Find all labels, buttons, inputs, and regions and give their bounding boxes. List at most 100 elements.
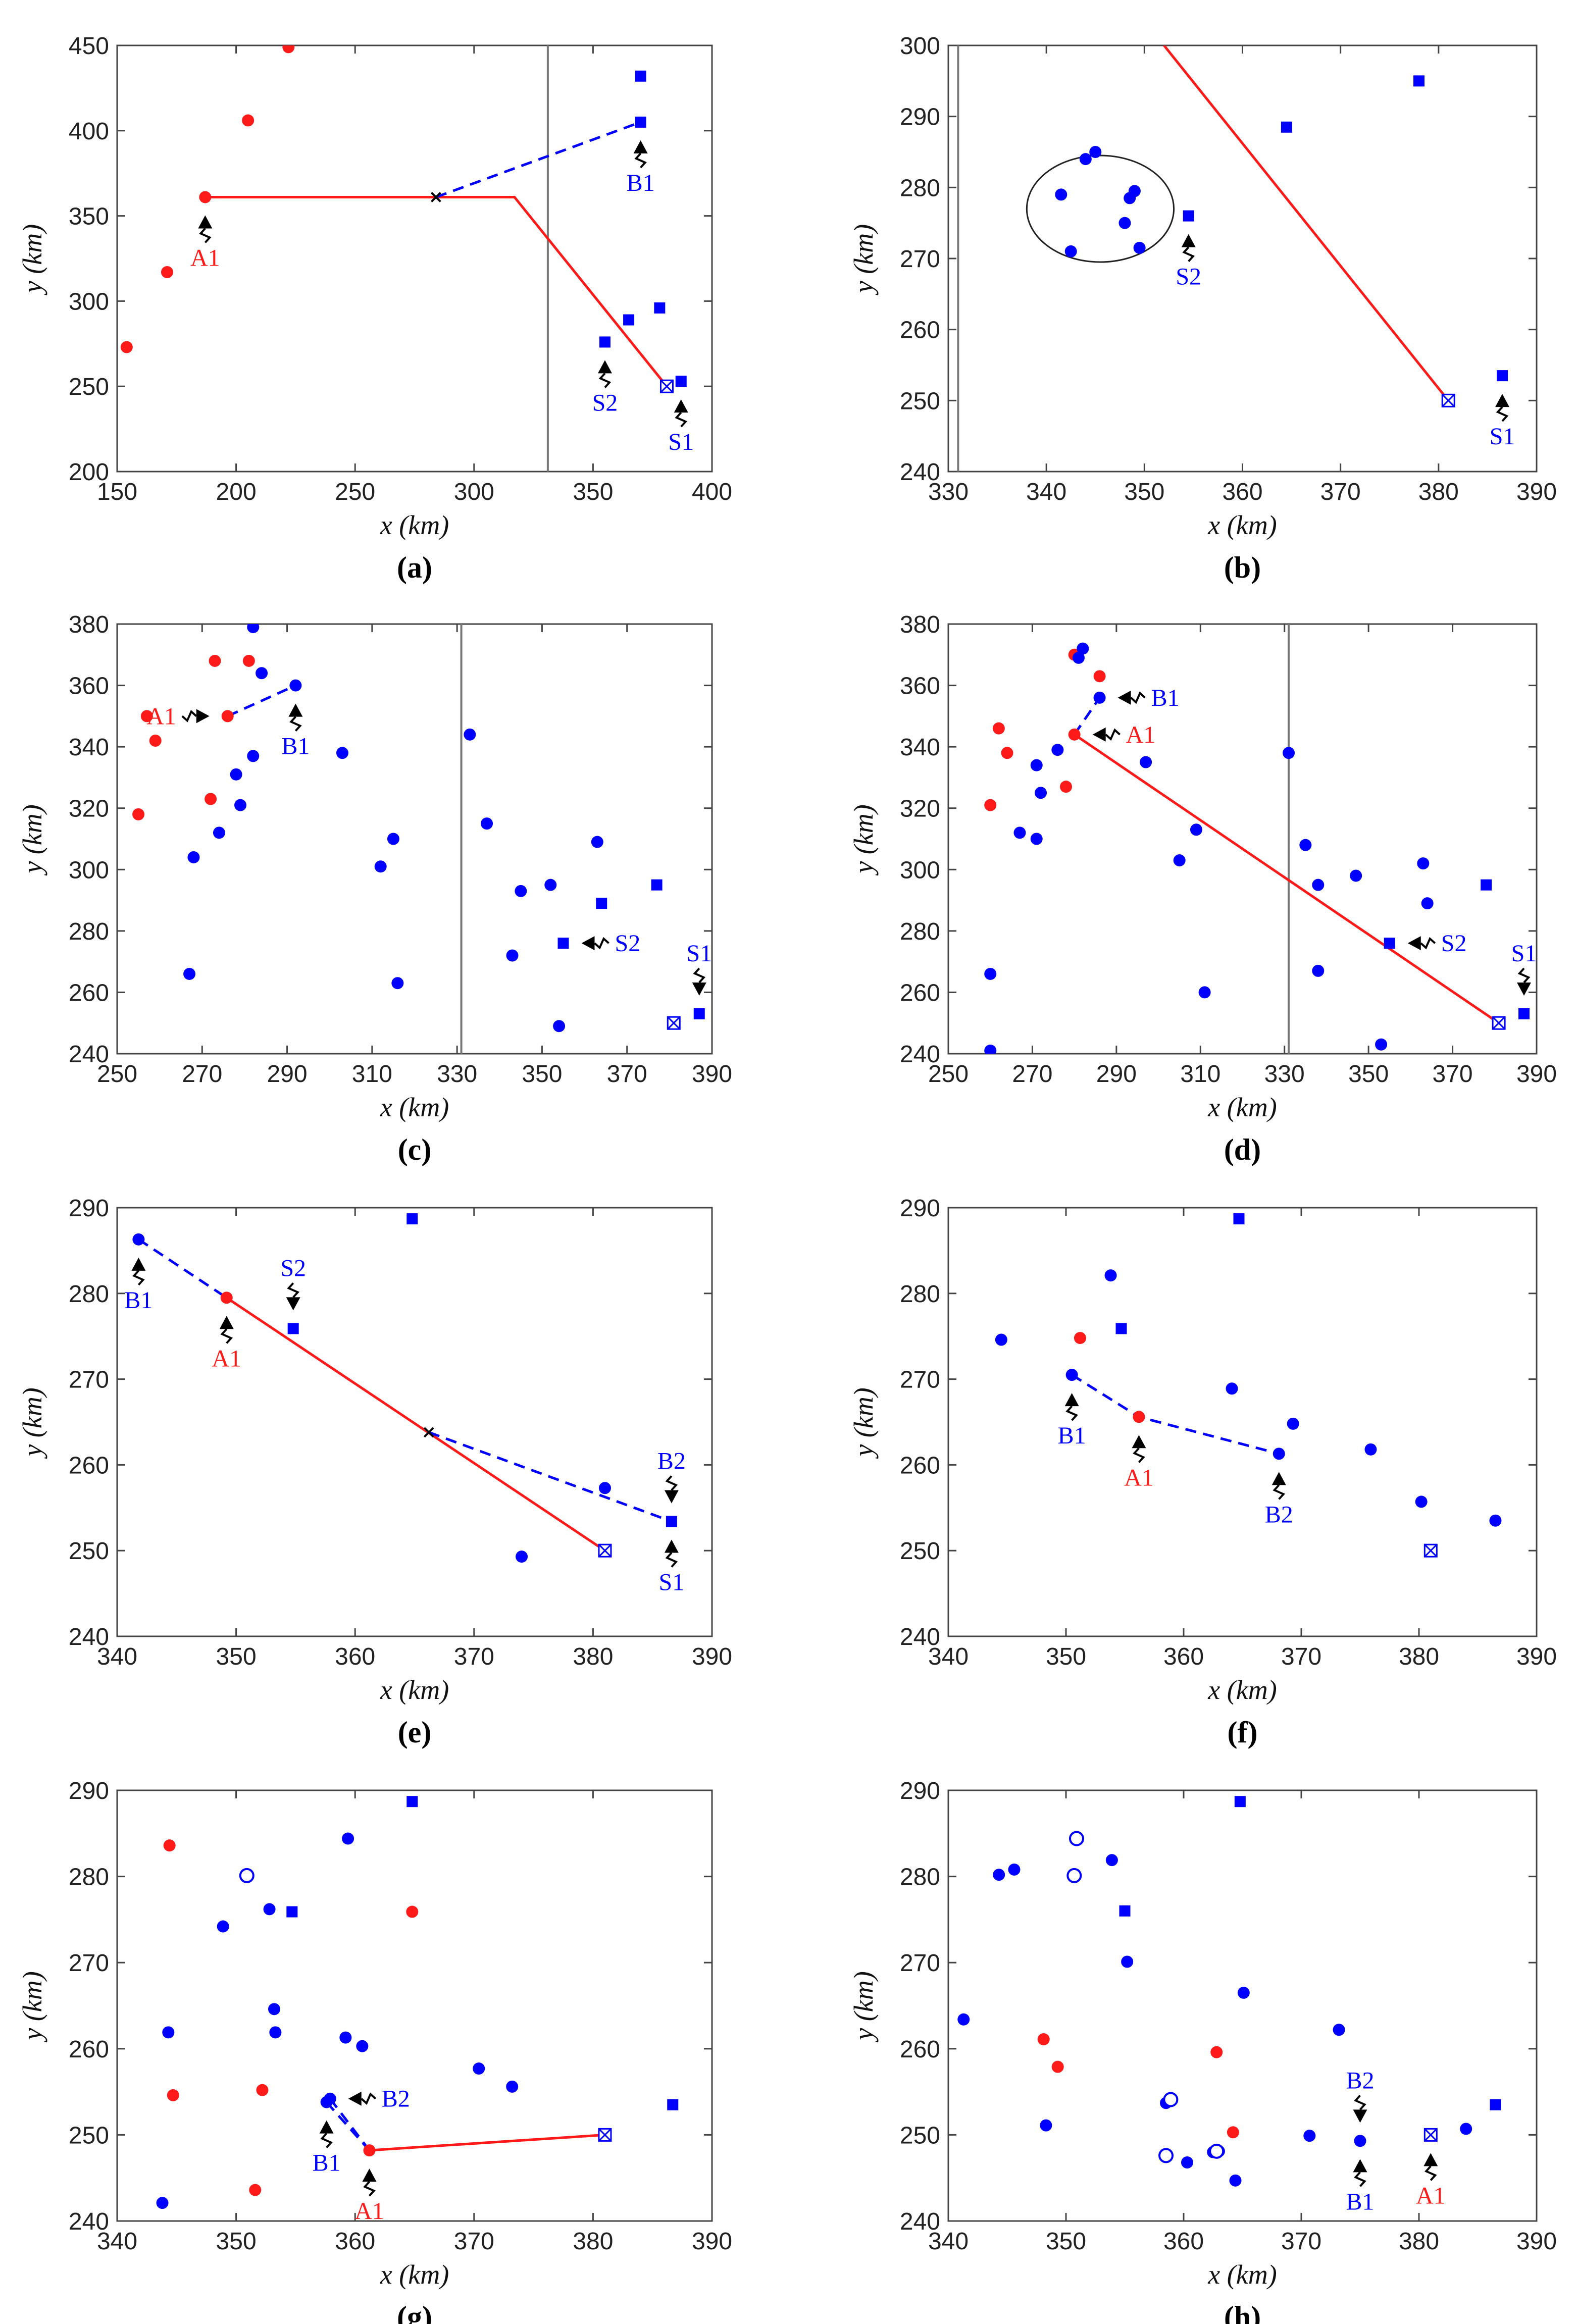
- y-tick-label: 340: [69, 734, 109, 761]
- x-tick-label: 330: [437, 1061, 477, 1088]
- blue-dashed-path: [1073, 697, 1101, 736]
- blue-point: [1421, 897, 1434, 910]
- x-axis-label: x (km): [1207, 1675, 1277, 1705]
- blue-point: [1013, 827, 1026, 839]
- blue-point: [1237, 1986, 1250, 1999]
- annotation-s1: S1: [659, 1539, 684, 1595]
- blue-point: [1312, 879, 1325, 891]
- blue-point: [374, 860, 387, 873]
- chart-panel-3: 250 270 290 310 330 350 370 390 240 260 280 300 320 3…: [17, 611, 732, 1166]
- annotation-a1-zigzag: [1105, 728, 1121, 741]
- target-marker: [1423, 1543, 1438, 1558]
- plot-area: [984, 624, 1530, 1054]
- plot-area: [132, 1213, 677, 1563]
- chart-panel-2: 330 340 350 360 370 380 390 240 250 260 270 280 290 3…: [848, 33, 1557, 584]
- blue-point: [1299, 839, 1312, 851]
- blue-point: [213, 827, 225, 839]
- blue-point: [515, 885, 527, 897]
- blue-square: [675, 376, 687, 387]
- annotation-b1-zigzag: [1065, 1405, 1078, 1421]
- annotation-b1-zigzag: [1130, 691, 1146, 704]
- annotation-a1-arrowhead: [1092, 727, 1106, 742]
- blue-point: [1055, 188, 1067, 201]
- blue-point: [1460, 2123, 1472, 2135]
- target-marker: [598, 1543, 612, 1558]
- annotation-label: A1: [1124, 1464, 1154, 1491]
- annotation-b2-arrowhead: [1353, 2109, 1367, 2123]
- blue-point: [1064, 245, 1077, 257]
- y-tick-label: 250: [69, 1538, 109, 1565]
- blue-square: [693, 1008, 705, 1019]
- annotation-b1: B1: [281, 703, 310, 760]
- y-tick-label: 300: [900, 33, 940, 60]
- blue-point: [1093, 691, 1106, 704]
- x-tick-label: 250: [335, 479, 375, 505]
- x-tick-label: 370: [454, 1643, 494, 1670]
- annotation-label: S2: [592, 389, 618, 416]
- blue-point: [256, 667, 268, 680]
- annotation-label: B2: [382, 2086, 410, 2112]
- red-point: [1227, 2126, 1239, 2139]
- y-tick-label: 270: [900, 1367, 940, 1393]
- x-tick-label: 310: [352, 1061, 392, 1088]
- y-tick-label: 360: [69, 673, 109, 700]
- x-tick-label: 360: [1163, 1643, 1204, 1670]
- y-tick-label: 300: [69, 857, 109, 884]
- x-tick-label: 250: [97, 1061, 137, 1088]
- open-circle: [1209, 2143, 1225, 2159]
- blue-point: [1229, 2174, 1242, 2187]
- annotation-s2-zigzag: [1420, 937, 1436, 950]
- x-tick-label: 340: [97, 2228, 137, 2255]
- x-axis-label: x (km): [380, 1092, 449, 1122]
- y-tick-label: 240: [900, 1624, 940, 1650]
- blue-point: [132, 1233, 145, 1246]
- blue-point: [1140, 756, 1152, 768]
- annotation-a1-arrowhead: [198, 215, 213, 229]
- y-tick-label: 320: [69, 796, 109, 822]
- blue-dashed-path: [325, 2101, 371, 2151]
- plot-area: [132, 624, 705, 1054]
- y-axis-label: y (km): [17, 224, 47, 295]
- blue-point: [1030, 833, 1043, 845]
- annotation-label: S1: [686, 940, 712, 967]
- annotation-b1: B1: [1346, 2159, 1375, 2215]
- x-tick-label: 290: [267, 1061, 308, 1088]
- red-solid-path: [1074, 733, 1500, 1024]
- y-tick-label: 380: [900, 611, 940, 638]
- blue-square: [1115, 1323, 1127, 1334]
- annotation-label: S1: [1490, 423, 1515, 450]
- annotation-a1: A1: [1092, 721, 1155, 748]
- annotation-s2-arrowhead: [1407, 936, 1421, 951]
- blue-point: [984, 1044, 997, 1054]
- x-tick-label: 350: [522, 1061, 562, 1088]
- x-tick-label: 340: [1026, 479, 1066, 505]
- red-point: [242, 654, 255, 667]
- intersection-x-marker: [423, 1427, 434, 1438]
- blue-point: [1030, 759, 1043, 771]
- blue-point: [1181, 2156, 1193, 2168]
- x-tick-label: 350: [1046, 1643, 1086, 1670]
- y-tick-label: 300: [900, 857, 940, 884]
- red-point: [992, 722, 1005, 735]
- x-tick-label: 350: [216, 2228, 257, 2255]
- y-tick-label: 320: [900, 796, 940, 822]
- annotation-b1-arrowhead: [1353, 2159, 1367, 2173]
- y-tick-label: 360: [900, 673, 940, 700]
- annotation-s1-arrowhead: [692, 982, 706, 996]
- blue-point: [516, 1551, 528, 1563]
- x-tick-label: 380: [1418, 479, 1459, 505]
- blue-square: [1119, 1905, 1131, 1917]
- annotation-label: S2: [1176, 264, 1201, 290]
- blue-dashed-path: [227, 684, 296, 717]
- annotation-b2: B2: [657, 1448, 686, 1504]
- y-tick-label: 280: [900, 1281, 940, 1308]
- y-tick-label: 250: [69, 374, 109, 400]
- blue-point: [156, 2197, 169, 2209]
- y-axis-label: y (km): [17, 1387, 47, 1459]
- annotation-b1: B1: [313, 2120, 341, 2177]
- annotation-b1: B1: [1058, 1393, 1086, 1449]
- blue-point: [247, 750, 260, 762]
- blue-point: [598, 1482, 611, 1494]
- y-tick-label: 250: [900, 388, 940, 415]
